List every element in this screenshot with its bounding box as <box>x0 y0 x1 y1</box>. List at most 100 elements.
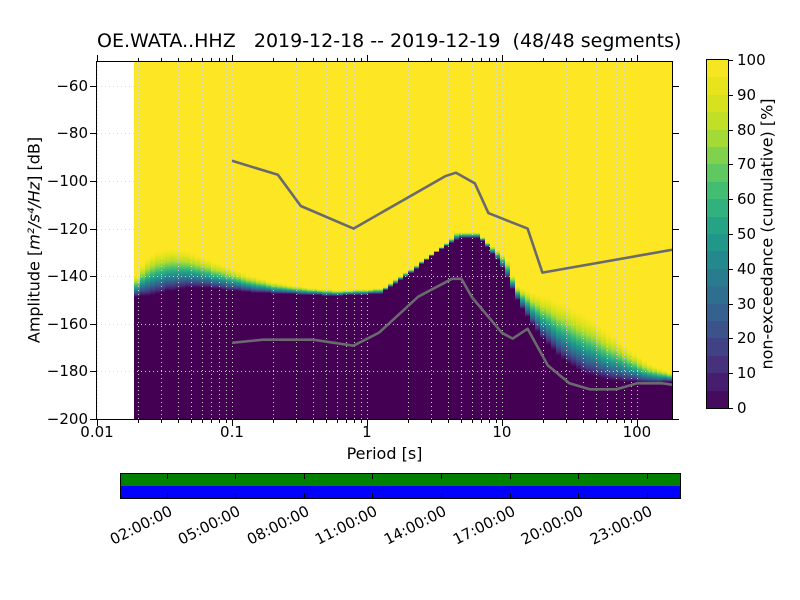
grid-line-v <box>273 62 274 419</box>
heatmap-column <box>256 62 262 419</box>
colorbar-band <box>707 338 728 357</box>
heatmap-column <box>454 62 460 419</box>
grid-line-h <box>97 86 672 87</box>
heatmap-column <box>236 62 242 419</box>
heatmap-column <box>403 62 409 419</box>
y-tick-label: −160 <box>46 315 88 333</box>
tick-mark <box>326 419 327 423</box>
tick-mark <box>90 229 97 230</box>
colorbar-band <box>707 60 728 78</box>
heatmap-column <box>606 62 612 419</box>
colorbar-tick-label: 50 <box>737 225 757 243</box>
timeline-tick <box>167 493 168 498</box>
y-tick-label: −120 <box>46 220 88 238</box>
tick-mark <box>481 58 482 62</box>
tick-mark <box>481 419 482 423</box>
colorbar-band <box>707 199 728 218</box>
grid-line-v <box>472 62 473 419</box>
heatmap-column <box>150 62 156 419</box>
tick-mark <box>461 58 462 62</box>
tick-mark <box>367 419 368 426</box>
grid-line-v <box>346 62 347 419</box>
grid-line-v <box>481 62 482 419</box>
heatmap-column <box>292 62 298 419</box>
y-axis-label: Amplitude [m²/s⁴/Hz] [dB] <box>24 136 44 344</box>
tick-mark <box>191 419 192 423</box>
heatmap-column <box>287 62 293 419</box>
heatmap-column <box>617 62 623 419</box>
colorbar-band <box>707 147 728 165</box>
tick-mark <box>616 419 617 423</box>
heatmap-column <box>317 62 323 419</box>
colorbar-band <box>707 321 728 339</box>
grid-line-v <box>408 62 409 419</box>
tick-mark <box>496 58 497 62</box>
heatmap-column <box>500 62 506 419</box>
grid-line-v <box>211 62 212 419</box>
heatmap-column <box>530 62 536 419</box>
heatmap-column <box>241 62 247 419</box>
tick-mark <box>607 419 608 423</box>
heatmap-column <box>378 62 384 419</box>
tick-mark <box>728 95 733 96</box>
grid-line-v <box>97 62 98 419</box>
timeline-tick <box>510 474 511 479</box>
heatmap-column <box>165 62 171 419</box>
heatmap-column <box>211 62 217 419</box>
grid-line-v <box>361 62 362 419</box>
tick-mark <box>543 419 544 423</box>
tick-mark <box>489 58 490 62</box>
grid-line-h <box>97 229 672 230</box>
tick-mark <box>728 373 733 374</box>
tick-mark <box>637 419 638 426</box>
tick-mark <box>472 58 473 62</box>
colorbar-tick-label: 90 <box>737 86 757 104</box>
heatmap-column <box>449 62 455 419</box>
tick-mark <box>226 58 227 62</box>
heatmap-column <box>388 62 394 419</box>
heatmap-column <box>657 62 663 419</box>
heatmap-column <box>145 62 151 419</box>
tick-mark <box>211 58 212 62</box>
heatmap-column <box>205 62 212 419</box>
heatmap-column <box>601 62 607 419</box>
tick-mark <box>672 229 679 230</box>
colorbar-band <box>707 164 728 183</box>
noise-model-curves <box>231 159 672 391</box>
heatmap-column <box>490 62 496 419</box>
tick-mark <box>637 55 638 62</box>
coverage-timeline-bar <box>121 474 680 498</box>
tick-mark <box>178 58 179 62</box>
tick-mark <box>496 419 497 423</box>
tick-mark <box>202 58 203 62</box>
heatmap-column <box>571 62 577 419</box>
y-tick-label: −100 <box>46 172 88 190</box>
colorbar-band <box>707 94 728 113</box>
colorbar-band <box>707 286 728 305</box>
grid-line-v <box>461 62 462 419</box>
heatmap-column <box>373 62 379 419</box>
grid-line-v <box>337 62 338 419</box>
grid-line-v <box>178 62 179 419</box>
tick-mark <box>631 419 632 423</box>
tick-mark <box>90 276 97 277</box>
timeline-tick <box>647 474 648 479</box>
heatmap-column <box>611 62 618 419</box>
heatmap-column <box>439 62 445 419</box>
heatmap-column <box>307 62 313 419</box>
grid-line-v <box>616 62 617 419</box>
heatmap-column <box>231 62 237 419</box>
timeline-tick <box>304 474 305 479</box>
tick-mark <box>728 164 733 165</box>
grid-line-v <box>138 62 139 419</box>
heatmap-column <box>261 62 267 419</box>
grid-line-v <box>202 62 203 419</box>
low-noise-model-curve <box>231 277 672 391</box>
grid-line-v <box>583 62 584 419</box>
timeline-tick <box>510 493 511 498</box>
tick-mark <box>361 58 362 62</box>
colorbar-band <box>707 77 728 96</box>
heatmap-column <box>429 62 435 419</box>
colorbar-band <box>707 251 728 270</box>
tick-mark <box>624 58 625 62</box>
